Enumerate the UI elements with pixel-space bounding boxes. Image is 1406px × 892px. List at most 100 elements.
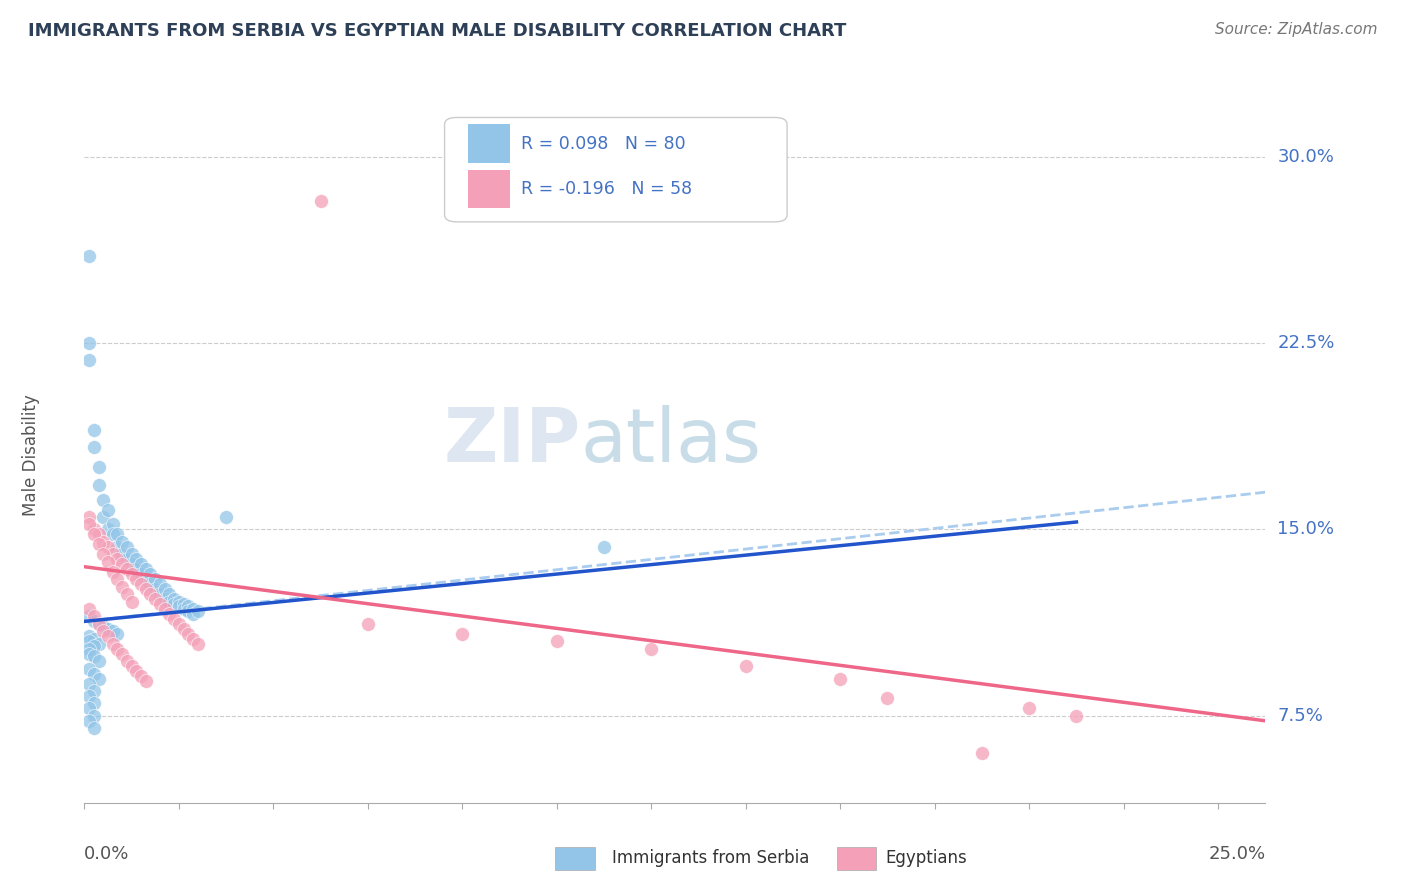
Text: Male Disability: Male Disability <box>22 394 41 516</box>
Point <box>77 353 100 368</box>
Point <box>181 632 204 646</box>
Point <box>125 664 148 678</box>
Point <box>87 672 110 686</box>
Point <box>77 647 100 661</box>
Point <box>97 502 120 516</box>
Point <box>83 639 105 653</box>
Point <box>181 607 204 621</box>
Point <box>77 676 100 690</box>
Point <box>83 649 105 664</box>
Point <box>101 624 124 639</box>
Text: 7.5%: 7.5% <box>1277 706 1323 725</box>
Point <box>91 535 114 549</box>
Point <box>115 562 138 576</box>
Point <box>157 587 180 601</box>
Point <box>77 336 100 351</box>
Point <box>87 537 110 551</box>
Point <box>876 691 898 706</box>
Point <box>139 587 162 601</box>
Text: atlas: atlas <box>581 404 762 477</box>
Point <box>135 562 157 576</box>
Point <box>135 674 157 689</box>
Point <box>87 460 110 475</box>
Point <box>177 627 200 641</box>
Point <box>143 592 166 607</box>
Point <box>83 523 105 537</box>
Point <box>121 567 143 582</box>
FancyBboxPatch shape <box>444 118 787 222</box>
Point <box>87 616 110 631</box>
Point <box>125 572 148 586</box>
Point <box>167 594 190 608</box>
Point <box>115 540 138 554</box>
Point <box>83 423 105 437</box>
Point <box>77 662 100 676</box>
Point <box>177 605 200 619</box>
Point <box>97 555 120 569</box>
Point <box>77 714 100 728</box>
Text: Egyptians: Egyptians <box>886 849 967 867</box>
Point <box>173 597 195 611</box>
Point <box>91 624 114 639</box>
Point <box>83 697 105 711</box>
Point <box>83 721 105 735</box>
Point <box>97 540 120 554</box>
Point <box>157 607 180 621</box>
Point <box>139 577 162 591</box>
Point <box>91 492 114 507</box>
Point <box>121 594 143 608</box>
Point <box>107 641 129 656</box>
Point <box>115 552 138 566</box>
Point <box>1066 708 1088 723</box>
Text: IMMIGRANTS FROM SERBIA VS EGYPTIAN MALE DISABILITY CORRELATION CHART: IMMIGRANTS FROM SERBIA VS EGYPTIAN MALE … <box>28 22 846 40</box>
Point <box>83 684 105 698</box>
Point <box>77 629 100 643</box>
Point <box>77 602 100 616</box>
Text: R = 0.098   N = 80: R = 0.098 N = 80 <box>522 135 686 153</box>
Text: 15.0%: 15.0% <box>1277 520 1334 539</box>
Point <box>87 477 110 491</box>
Point <box>101 637 124 651</box>
Point <box>91 510 114 524</box>
Point <box>115 587 138 601</box>
Point <box>77 510 100 524</box>
Text: 25.0%: 25.0% <box>1208 845 1265 863</box>
Point <box>451 627 474 641</box>
Text: Immigrants from Serbia: Immigrants from Serbia <box>612 849 808 867</box>
Point <box>177 599 200 614</box>
Point <box>83 441 105 455</box>
Point <box>107 527 129 541</box>
Point <box>157 594 180 608</box>
Point <box>167 616 190 631</box>
Point <box>163 597 186 611</box>
Text: 0.0%: 0.0% <box>84 845 129 863</box>
Point <box>125 562 148 576</box>
Point <box>111 547 134 561</box>
Point <box>83 632 105 646</box>
Point <box>77 609 100 624</box>
Point <box>129 558 152 572</box>
Point <box>173 602 195 616</box>
Point <box>83 615 105 629</box>
Point <box>173 622 195 636</box>
Point <box>163 612 186 626</box>
Point <box>129 669 152 683</box>
Point <box>187 637 209 651</box>
Point <box>153 592 176 607</box>
Point <box>101 547 124 561</box>
Point <box>970 746 993 760</box>
Point <box>309 194 332 209</box>
Point <box>111 535 134 549</box>
Point <box>107 540 129 554</box>
Point <box>215 510 238 524</box>
Point <box>77 517 100 532</box>
Point <box>77 701 100 715</box>
Point <box>121 659 143 673</box>
Point <box>121 547 143 561</box>
Point <box>181 602 204 616</box>
Point <box>153 582 176 596</box>
Point <box>129 567 152 582</box>
Point <box>357 616 380 631</box>
Point <box>734 659 756 673</box>
Point <box>111 580 134 594</box>
